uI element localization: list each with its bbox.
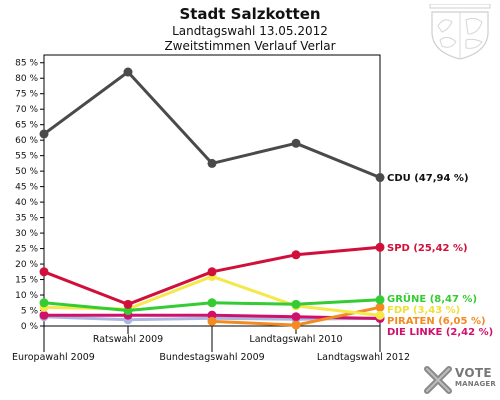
chart-subtitle: Landtagswahl 13.05.2012 bbox=[172, 24, 328, 38]
data-point-spd bbox=[123, 299, 133, 309]
data-point-spd bbox=[291, 250, 301, 260]
x-tick-label: Landtagswahl 2010 bbox=[249, 334, 342, 345]
x-tick-label: Bundestagswahl 2009 bbox=[159, 352, 264, 363]
data-point-gr-ne bbox=[291, 299, 301, 309]
data-point-cdu bbox=[39, 129, 49, 139]
y-tick-label: 20 % bbox=[15, 260, 38, 270]
chart-subtitle-2: Zweitstimmen Verlauf Verlar bbox=[164, 39, 336, 53]
y-tick-label: 35 % bbox=[15, 214, 38, 224]
series-label-fdp: FDP (3,43 %) bbox=[387, 305, 460, 316]
brand-text: VOTE MANAGER bbox=[455, 366, 496, 390]
y-tick-label: 85 % bbox=[15, 59, 38, 69]
series-label-gr-ne: GRÜNE (8,47 %) bbox=[387, 291, 477, 305]
data-point-die-linke bbox=[291, 312, 301, 322]
y-tick-label: 15 % bbox=[15, 276, 38, 286]
data-point-spd bbox=[375, 242, 385, 252]
votemanager-logo-icon bbox=[424, 366, 452, 394]
y-tick-label: 50 % bbox=[15, 167, 38, 177]
data-point-spd bbox=[207, 267, 217, 277]
data-point-piraten bbox=[291, 320, 301, 330]
y-tick-label: 0 % bbox=[21, 322, 39, 332]
x-tick-label: Landtagswahl 2012 bbox=[317, 352, 410, 363]
x-tick-label: Europawahl 2009 bbox=[12, 352, 95, 363]
data-point-cdu bbox=[291, 138, 301, 148]
data-point-die-linke bbox=[39, 310, 49, 320]
y-tick-label: 10 % bbox=[15, 291, 38, 301]
data-point-cdu bbox=[123, 67, 133, 77]
y-tick-label: 60 % bbox=[15, 136, 38, 146]
x-tick-label: Ratswahl 2009 bbox=[93, 334, 163, 345]
brand-line-1: VOTE bbox=[455, 366, 492, 380]
y-tick-label: 45 % bbox=[15, 183, 38, 193]
y-tick-label: 30 % bbox=[15, 229, 38, 239]
coat-of-arms-icon bbox=[429, 4, 491, 60]
data-point-cdu bbox=[207, 158, 217, 168]
y-tick-label: 25 % bbox=[15, 245, 38, 255]
y-tick-label: 70 % bbox=[15, 105, 38, 115]
y-tick-label: 55 % bbox=[15, 152, 38, 162]
y-tick-label: 40 % bbox=[15, 198, 38, 208]
series-label-piraten: PIRATEN (6,05 %) bbox=[387, 316, 486, 327]
data-point-spd bbox=[39, 267, 49, 277]
y-tick-label: 75 % bbox=[15, 90, 38, 100]
data-point-gr-ne bbox=[375, 295, 385, 305]
data-point-gr-ne bbox=[207, 298, 217, 308]
data-point-gr-ne bbox=[123, 306, 133, 316]
data-point-piraten bbox=[375, 302, 385, 312]
series-label-die-linke: DIE LINKE (2,42 %) bbox=[387, 327, 493, 338]
series-label-cdu: CDU (47,94 %) bbox=[387, 173, 469, 184]
chart-title: Stadt Salzkotten bbox=[179, 5, 321, 23]
data-point-die-linke bbox=[207, 310, 217, 320]
data-point-gr-ne bbox=[39, 298, 49, 308]
y-tick-label: 80 % bbox=[15, 74, 38, 84]
brand-line-2: MANAGER bbox=[455, 380, 496, 388]
y-tick-label: 65 % bbox=[15, 121, 38, 131]
data-point-fdp bbox=[375, 310, 385, 320]
y-tick-label: 5 % bbox=[21, 307, 39, 317]
data-point-piraten bbox=[207, 316, 217, 326]
data-point-cdu bbox=[375, 173, 385, 183]
series-label-spd: SPD (25,42 %) bbox=[387, 243, 468, 254]
